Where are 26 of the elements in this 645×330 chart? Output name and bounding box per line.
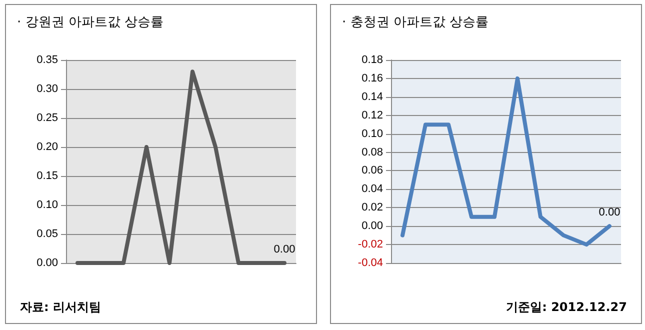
- y-tick-label: -0.04: [358, 257, 383, 269]
- y-tick-label: 0.00: [362, 220, 383, 232]
- y-tick-label: 0.35: [36, 54, 58, 66]
- y-tick-label: 0.06: [362, 164, 383, 177]
- y-tick-label: 0.15: [36, 170, 58, 182]
- y-tick-label: 0.02: [362, 202, 383, 214]
- y-tick-label: 0.20: [36, 141, 58, 153]
- y-tick-label: 0.18: [362, 54, 383, 66]
- text: 자료: 리서치팀: [20, 300, 101, 314]
- y-tick-label: 0.10: [36, 199, 58, 211]
- y-tick-label: 0.25: [36, 112, 58, 124]
- text: 기준일: 2012.12.27: [506, 300, 627, 314]
- y-tick-label: 0.16: [362, 72, 383, 84]
- y-tick-label: 0.12: [362, 109, 383, 122]
- data-label: 0.00: [274, 244, 296, 256]
- data-label: 0.00: [598, 206, 620, 219]
- y-tick-label: 0.08: [362, 146, 383, 158]
- y-tick-label: 0.04: [362, 183, 383, 196]
- y-tick-label: -0.02: [358, 238, 383, 251]
- chart-title: · 강원권 아파트값 상승률: [17, 15, 164, 30]
- y-tick-label: 0.10: [362, 128, 383, 140]
- y-tick-label: 0.05: [36, 228, 58, 240]
- y-tick-label: 0.00: [36, 257, 58, 269]
- y-tick-label: 0.14: [362, 90, 383, 103]
- chart-title: · 충청권 아파트값 상승률: [342, 15, 489, 30]
- y-tick-label: 0.30: [36, 83, 58, 95]
